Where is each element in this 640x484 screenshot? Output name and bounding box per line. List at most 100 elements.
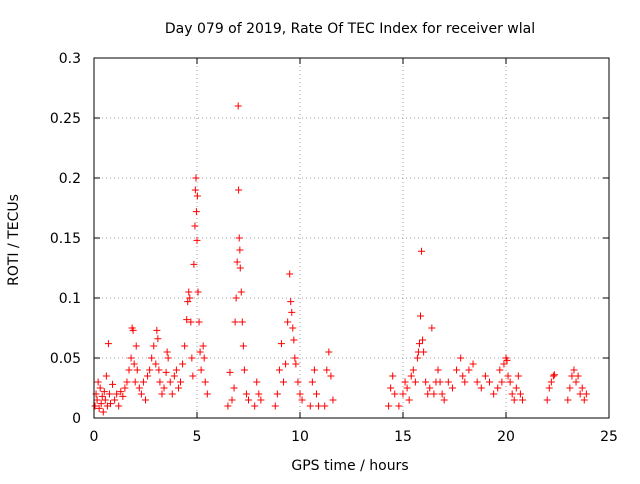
data-point [469, 360, 477, 368]
data-point [123, 378, 131, 386]
data-point [296, 390, 304, 398]
data-point [280, 378, 288, 386]
data-point [461, 378, 469, 386]
data-point [153, 326, 161, 334]
data-point [236, 246, 244, 254]
data-point [547, 378, 555, 386]
data-points [91, 102, 590, 416]
data-point [93, 396, 101, 404]
data-point [255, 390, 263, 398]
data-point [101, 396, 109, 404]
data-point [395, 402, 403, 410]
data-point [440, 396, 448, 404]
data-point [308, 378, 316, 386]
data-point [508, 390, 516, 398]
data-point [133, 366, 141, 374]
data-point [310, 366, 318, 374]
x-tick-label: 15 [394, 429, 412, 445]
data-point [125, 366, 133, 374]
data-point [189, 372, 197, 380]
data-point [164, 354, 172, 362]
data-point [271, 402, 279, 410]
y-tick-label: 0.25 [50, 111, 81, 127]
data-point [192, 208, 200, 216]
data-point [284, 318, 292, 326]
data-point [430, 390, 438, 398]
data-point [226, 368, 234, 376]
y-tick-label: 0.05 [50, 351, 81, 367]
data-point [477, 384, 485, 392]
x-tick-label: 10 [291, 429, 309, 445]
data-point [389, 372, 397, 380]
axis-ticks [93, 57, 610, 419]
data-point [385, 402, 393, 410]
data-point [235, 234, 243, 242]
data-point [188, 354, 196, 362]
data-point [459, 372, 467, 380]
data-point [183, 316, 191, 324]
data-point [232, 294, 240, 302]
data-point [407, 372, 415, 380]
data-point [419, 336, 427, 344]
data-point [257, 396, 265, 404]
data-point [490, 390, 498, 398]
data-point [275, 366, 283, 374]
data-point [273, 390, 281, 398]
data-point [277, 340, 285, 348]
data-point [100, 388, 108, 396]
data-point [434, 366, 442, 374]
data-point [115, 402, 123, 410]
data-point [545, 384, 553, 392]
data-point [453, 366, 461, 374]
x-tick-label: 0 [90, 429, 99, 445]
data-point [417, 312, 425, 320]
y-tick-label: 0.15 [50, 231, 81, 247]
y-tick-label: 0.2 [59, 171, 81, 187]
data-point [286, 270, 294, 278]
data-point [109, 380, 117, 388]
data-point [245, 396, 252, 404]
data-point [282, 360, 290, 368]
data-point [231, 318, 239, 326]
data-point [580, 396, 588, 404]
data-point [117, 388, 125, 396]
data-point [426, 384, 434, 392]
axis-tick-labels: 0 5 10 15 20 25 0 0.05 0.1 0.15 0.2 0.25 0.3 [50, 51, 618, 445]
data-point [287, 298, 295, 306]
data-point [481, 372, 489, 380]
data-point [201, 378, 209, 386]
data-point [158, 390, 166, 398]
data-point [465, 366, 473, 374]
data-point [135, 384, 143, 392]
y-tick-label: 0 [72, 411, 81, 427]
data-point [503, 356, 511, 364]
data-point [228, 396, 236, 404]
data-point [518, 396, 526, 404]
data-point [496, 366, 504, 374]
data-point [570, 366, 578, 374]
data-point [325, 348, 333, 356]
data-point [98, 392, 106, 400]
data-point [144, 372, 152, 380]
data-point [312, 390, 320, 398]
data-point [96, 384, 104, 392]
data-point [438, 390, 446, 398]
data-point [291, 354, 299, 362]
data-point [550, 371, 558, 379]
data-point [238, 318, 246, 326]
data-point [200, 354, 208, 362]
data-point [444, 378, 452, 386]
data-point [160, 384, 168, 392]
data-point [236, 264, 244, 272]
data-point [234, 102, 242, 110]
data-point [224, 402, 232, 410]
data-point [163, 348, 171, 356]
data-point [121, 384, 129, 392]
data-point [424, 390, 432, 398]
data-point [197, 366, 205, 374]
x-tick-label: 25 [600, 429, 618, 445]
data-point [119, 392, 127, 400]
data-point [315, 402, 323, 410]
